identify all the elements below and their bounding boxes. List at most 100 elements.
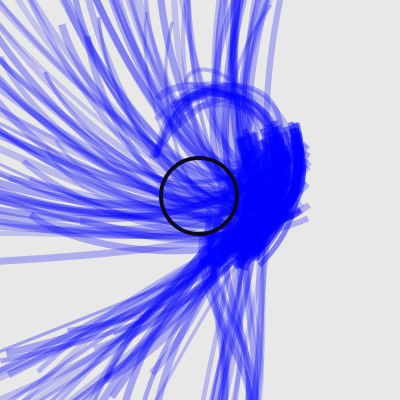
stroke-strand (36, 193, 293, 374)
stroke-strand (112, 0, 280, 185)
stroke-strand (44, 147, 265, 221)
core-strand (251, 143, 282, 255)
stroke-strand (0, 215, 279, 240)
stroke-strand (92, 196, 280, 400)
stroke-strand (8, 175, 254, 218)
stroke-strand (181, 88, 292, 167)
stroke-strand (221, 221, 253, 400)
core-strand (222, 130, 278, 250)
stroke-strand (233, 0, 270, 212)
stroke-strand (108, 0, 294, 189)
core-strand (208, 134, 281, 269)
core-strand (244, 133, 284, 243)
stroke-strand (209, 221, 253, 400)
stroke-strand (58, 0, 264, 205)
stroke-strand (0, 0, 286, 181)
stroke-strand (198, 234, 255, 400)
core-strand (242, 137, 274, 245)
stroke-strand (49, 178, 235, 400)
stroke-strand (0, 130, 305, 209)
core-strand (230, 125, 297, 270)
stroke-strand (218, 210, 252, 400)
stroke-strand (171, 0, 295, 197)
stroke-strand (0, 56, 308, 205)
stroke-strand (0, 85, 278, 194)
stroke-strand (0, 153, 294, 223)
stroke-strand (183, 0, 308, 176)
stroke-strand (14, 0, 277, 196)
stroke-strand (85, 0, 281, 207)
stroke-strand (6, 205, 278, 379)
stroke-strand (0, 187, 303, 224)
stroke-strand (0, 195, 293, 242)
stroke-strand (0, 98, 293, 214)
stroke-strand (209, 0, 275, 223)
stroke-strand (7, 219, 233, 400)
core-strand (244, 138, 290, 248)
stroke-strand (54, 139, 280, 217)
stroke-strand (0, 126, 277, 219)
core-strand (242, 127, 303, 266)
core-strand (234, 127, 303, 262)
stroke-strand (128, 0, 280, 179)
stroke-strand (57, 195, 282, 400)
core-strand (234, 134, 260, 247)
stroke-strand (92, 0, 277, 193)
stroke-strand (229, 0, 296, 221)
stroke-strand (230, 0, 286, 227)
stroke-strand (220, 212, 261, 400)
core-strand (236, 122, 304, 269)
stroke-strand (154, 90, 252, 177)
stroke-strand (175, 91, 289, 179)
stroke-strand (109, 170, 234, 400)
stroke-strand (0, 55, 288, 209)
stroke-strand (154, 210, 283, 400)
stroke-strand (169, 97, 274, 166)
stroke-strand (250, 238, 271, 400)
stroke-strand (0, 188, 272, 220)
stroke-strand (211, 0, 271, 203)
stroke-strand (103, 171, 285, 384)
stroke-strand (0, 141, 311, 209)
stroke-strand (110, 0, 265, 168)
stroke-strand (143, 11, 275, 204)
stroke-strand (212, 0, 312, 195)
stroke-strand (232, 209, 247, 400)
stroke-strand (154, 150, 268, 400)
stroke-strand (229, 0, 264, 175)
stroke-strand (171, 80, 277, 146)
stroke-strand (176, 82, 285, 145)
stroke-strand (125, 0, 295, 216)
stroke-strand (243, 0, 308, 196)
stroke-strand (249, 223, 268, 400)
core-strand (205, 145, 291, 246)
core-strand (250, 140, 306, 245)
stroke-strand (79, 206, 303, 244)
core-strand (246, 126, 284, 259)
core-strand (257, 141, 301, 268)
stroke-strand (27, 0, 267, 229)
stroke-strand (186, 0, 279, 193)
stroke-strand (0, 139, 258, 220)
stroke-strand (0, 202, 281, 239)
stroke-strand (120, 156, 294, 341)
stroke-strand (241, 0, 286, 182)
stroke-strand (235, 0, 295, 206)
stroke-strand (152, 87, 261, 174)
stroke-strand (117, 0, 276, 211)
stroke-strand (0, 186, 258, 382)
stroke-strand (0, 106, 252, 184)
stroke-strand (0, 110, 269, 192)
core-strand (210, 121, 297, 270)
stroke-strand (187, 80, 297, 165)
stroke-strand (64, 0, 272, 182)
stroke-strand (202, 227, 253, 400)
stroke-strand (31, 149, 275, 400)
stroke-strand (159, 82, 299, 150)
core-strand (234, 136, 255, 270)
target-ring[interactable] (159, 156, 239, 236)
stroke-strand (0, 171, 269, 377)
stroke-strand (204, 220, 260, 400)
stroke-strand (0, 131, 271, 200)
